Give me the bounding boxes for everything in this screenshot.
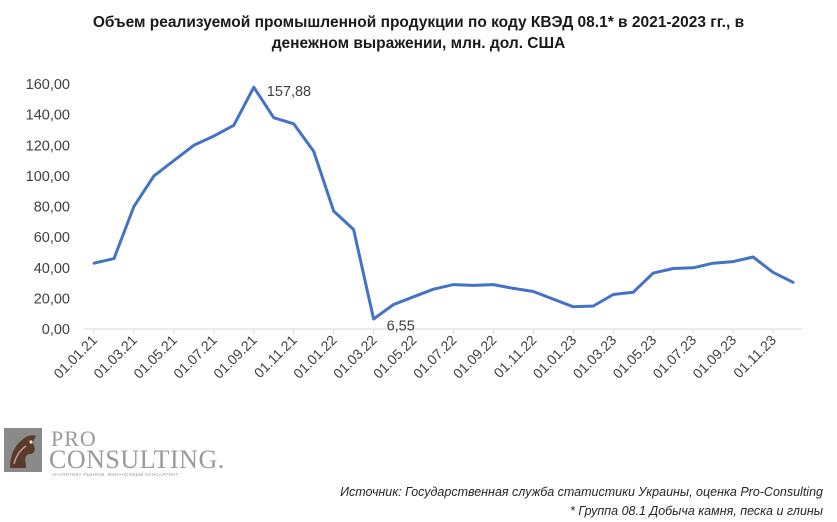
footnotes: Источник: Государственная служба статист… [340,483,823,521]
y-tick-label: 0,00 [42,322,70,338]
horse-head-logo-icon [4,428,42,472]
logo-word-consulting: CONSULTING. [49,445,225,474]
x-tick-label: 01.09.21 [210,332,260,382]
y-tick-label: 40,00 [34,261,70,277]
y-tick-label: 100,00 [26,169,70,185]
source-note: Источник: Государственная служба статист… [340,485,823,499]
y-tick-label: 20,00 [34,291,70,307]
y-tick-label: 120,00 [26,138,70,154]
y-tick-label: 140,00 [26,108,70,124]
series-line [92,85,795,321]
logo-tagline: АНАЛИТИКА РЫНКОВ. ФИНАНСОВЫЙ КОНСАЛТИНГ [52,472,179,477]
pro-consulting-logo: PRO CONSULTING. АНАЛИТИКА РЫНКОВ. ФИНАНС… [4,426,224,477]
data-label: 6,55 [387,319,415,335]
data-label: 157,88 [267,84,311,100]
group-note: * Группа 08.1 Добыча камня, песка и глин… [570,504,823,518]
chart-title-line-1: Объем реализуемой промышленной продукции… [92,14,745,31]
chart-title-line-2: денежном выражении, млн. дол. США [271,35,566,52]
logo-word-pro: PRO [51,426,97,451]
y-tick-label: 80,00 [34,200,70,216]
line-chart: 0,00 20,00 40,00 60,00 80,00 100,00 120,00 140,… [26,77,803,382]
x-tick-label: 01.09.22 [450,332,500,382]
chart-title: Объем реализуемой промышленной продукции… [0,12,837,54]
y-tick-label: 160,00 [26,77,70,93]
x-tick-label: 01.11.23 [730,332,779,381]
x-tick-label: 01.09.23 [689,332,739,382]
y-tick-label: 60,00 [34,230,70,246]
